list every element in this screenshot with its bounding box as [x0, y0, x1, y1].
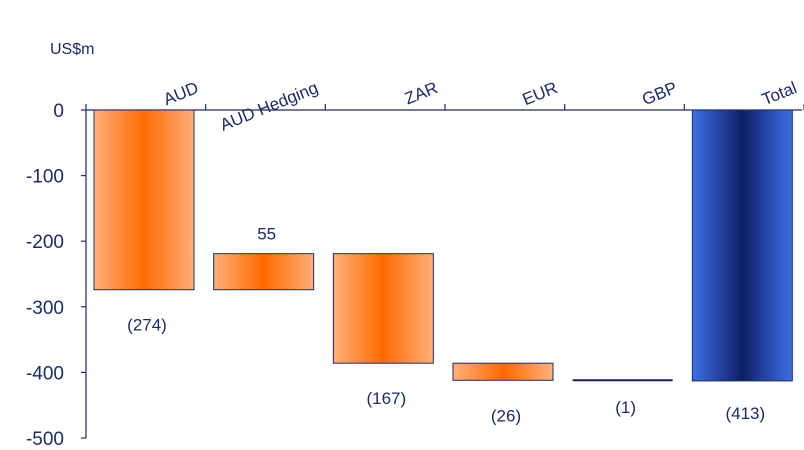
category-label: AUD Hedging [217, 78, 321, 135]
bar-zar [332, 253, 434, 364]
value-label: (413) [725, 404, 765, 423]
y-axis-unit-label: US$m [50, 41, 94, 58]
category-label: AUD [161, 78, 201, 109]
value-label: (26) [491, 406, 521, 425]
category-label: GBP [639, 78, 679, 109]
bar-eur [452, 362, 554, 381]
y-tick-label: -500 [26, 429, 64, 450]
bar-aud [93, 109, 195, 291]
bar-aud-hedging [213, 253, 315, 291]
bars [93, 109, 793, 382]
bar-total [691, 109, 793, 382]
y-tick-label: -300 [26, 298, 64, 319]
category-label: EUR [520, 78, 560, 109]
y-tick-label: -400 [26, 363, 64, 384]
axes: 0 -100 -200 -300 -400 -500 [26, 101, 804, 450]
y-tick-label: 0 [53, 101, 64, 122]
category-label: Total [759, 78, 799, 109]
value-label: (167) [366, 389, 406, 408]
y-tick-label: -200 [26, 232, 64, 253]
y-tick-label: -100 [26, 167, 64, 188]
value-label: (274) [127, 316, 167, 335]
value-label: 55 [257, 225, 276, 244]
value-label: (1) [615, 398, 636, 417]
category-label: ZAR [402, 78, 441, 108]
